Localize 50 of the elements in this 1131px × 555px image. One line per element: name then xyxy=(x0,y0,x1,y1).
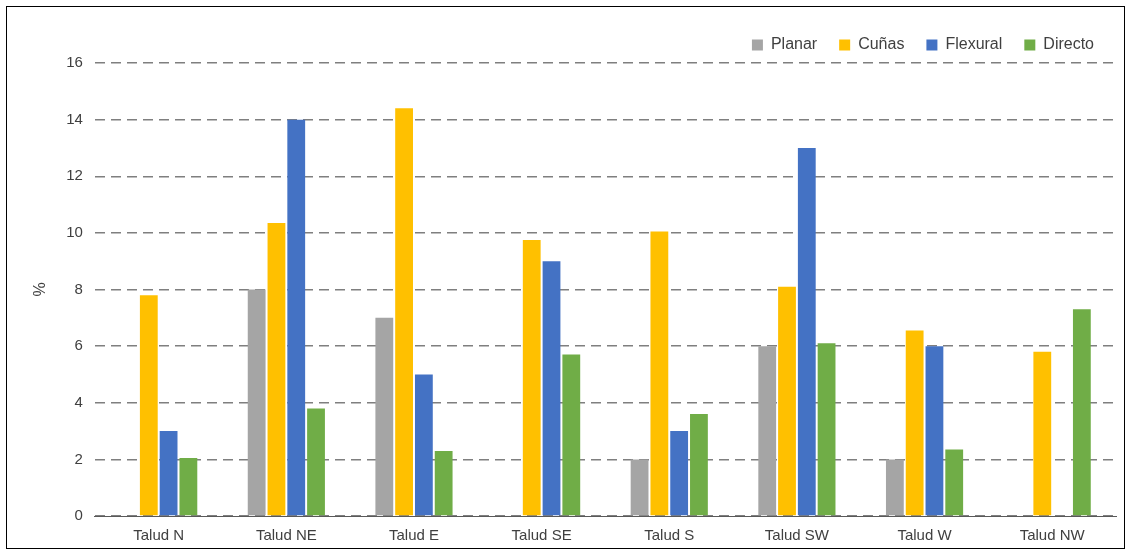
y-tick-label: 16 xyxy=(66,53,83,71)
bar xyxy=(395,108,413,516)
legend-label: Directo xyxy=(1043,35,1095,53)
bar xyxy=(1033,351,1052,516)
x-tick-label: Talud E xyxy=(388,526,440,544)
bar xyxy=(885,459,904,516)
x-tick-label: Talud NW xyxy=(1019,526,1086,544)
bar xyxy=(650,231,669,516)
bar xyxy=(267,222,286,516)
y-tick-label: 2 xyxy=(74,449,83,467)
bar xyxy=(179,457,198,516)
bar xyxy=(817,343,836,516)
bar xyxy=(562,354,581,516)
x-tick-label: Talud S xyxy=(644,526,695,544)
y-tick-label: 14 xyxy=(66,109,83,127)
bar xyxy=(307,408,325,516)
x-tick-label: Talud N xyxy=(133,526,185,544)
y-tick-label: 10 xyxy=(66,223,83,241)
bar xyxy=(778,286,796,516)
x-tick-label: Talud SW xyxy=(764,526,830,544)
bar xyxy=(139,295,158,516)
y-tick-label: 0 xyxy=(74,506,83,524)
x-tick-label: Talud W xyxy=(897,526,953,544)
bar xyxy=(522,239,541,516)
y-tick-label: 8 xyxy=(74,279,83,297)
bar xyxy=(434,450,453,516)
bar xyxy=(797,147,816,516)
bar xyxy=(1072,309,1091,516)
bar xyxy=(375,317,394,516)
bar xyxy=(630,459,649,516)
bar xyxy=(925,346,944,516)
bar xyxy=(690,414,708,516)
legend-label: Planar xyxy=(770,35,818,53)
y-axis-title: % xyxy=(31,282,49,297)
legend-label: Cuñas xyxy=(858,35,905,53)
bar xyxy=(542,261,561,516)
legend-label: Flexural xyxy=(945,35,1003,53)
bar xyxy=(945,449,964,516)
bar xyxy=(159,431,178,516)
bar xyxy=(287,119,306,516)
y-tick-label: 4 xyxy=(74,392,83,410)
bar xyxy=(758,346,777,516)
bar xyxy=(670,431,689,516)
bar xyxy=(247,289,266,516)
bar xyxy=(905,330,924,516)
y-tick-label: 6 xyxy=(74,336,83,354)
x-tick-label: Talud NE xyxy=(255,526,317,544)
x-tick-label: Talud SE xyxy=(511,526,572,544)
bar xyxy=(414,374,433,516)
y-tick-label: 12 xyxy=(66,166,83,184)
